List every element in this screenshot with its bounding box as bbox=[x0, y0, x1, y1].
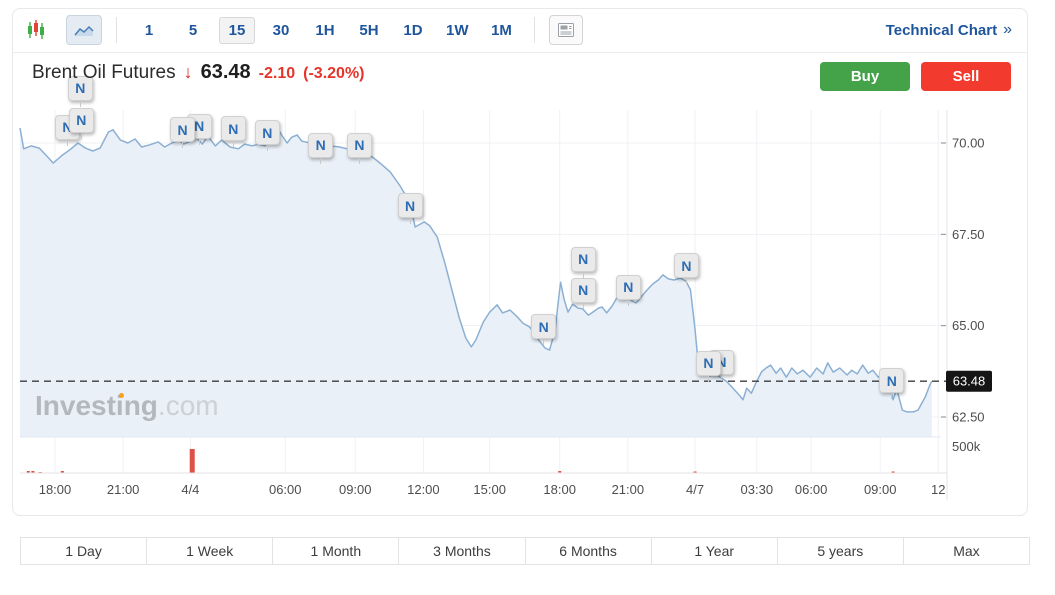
x-axis-label: 21:00 bbox=[107, 482, 140, 497]
news-marker[interactable]: N bbox=[308, 132, 334, 164]
toolbar-divider bbox=[116, 17, 117, 43]
range-button-6-months[interactable]: 6 Months bbox=[525, 538, 652, 564]
interval-button-1w[interactable]: 1W bbox=[446, 21, 469, 39]
range-button-1-day[interactable]: 1 Day bbox=[21, 538, 148, 564]
news-marker[interactable]: N bbox=[220, 116, 246, 148]
x-axis-label: 4/4 bbox=[181, 482, 199, 497]
volume-bar bbox=[693, 471, 697, 473]
price-line-series bbox=[19, 126, 933, 413]
price-down-arrow-icon: ↓ bbox=[183, 62, 193, 82]
interval-button-1[interactable]: 1 bbox=[144, 21, 154, 39]
interval-buttons: 1 5 15 30 1H 5H 1D 1W 1M bbox=[131, 16, 520, 44]
y-axis-label: 67.50 bbox=[952, 227, 985, 242]
interval-button-1d[interactable]: 1D bbox=[403, 21, 423, 39]
candlestick-chart-icon[interactable] bbox=[26, 19, 46, 41]
technical-chart-label: Technical Chart bbox=[885, 21, 998, 39]
news-marker[interactable]: N bbox=[879, 368, 905, 400]
news-marker[interactable]: N bbox=[67, 75, 93, 107]
watermark-suffix: .com bbox=[157, 390, 219, 421]
brand-orange-dot bbox=[119, 393, 124, 398]
news-marker[interactable]: N bbox=[570, 246, 596, 278]
investing-watermark: Investing .com bbox=[35, 390, 219, 422]
news-marker[interactable]: N bbox=[570, 277, 596, 309]
news-on-chart-toggle-icon[interactable] bbox=[548, 15, 583, 45]
trade-buttons: Buy Sell bbox=[820, 62, 1011, 91]
news-marker[interactable]: N bbox=[254, 120, 280, 152]
interval-button-5h[interactable]: 5H bbox=[359, 21, 379, 39]
x-axis-label: 06:00 bbox=[795, 482, 828, 497]
newspaper-glyph bbox=[557, 23, 574, 37]
chart-toolbar: 1 5 15 30 1H 5H 1D 1W 1M Technical Chart » bbox=[12, 8, 1026, 53]
interval-button-1h[interactable]: 1H bbox=[315, 21, 335, 39]
range-button-5-years[interactable]: 5 years bbox=[777, 538, 904, 564]
chevron-right-icon: » bbox=[1003, 21, 1012, 38]
news-marker[interactable]: N bbox=[695, 350, 721, 382]
price-change-percent: (-3.20%) bbox=[303, 65, 365, 82]
buy-button[interactable]: Buy bbox=[820, 62, 910, 91]
volume-bar bbox=[60, 471, 64, 473]
news-marker[interactable]: N bbox=[170, 117, 196, 149]
x-axis-label: 12:00 bbox=[407, 482, 440, 497]
x-axis-label: 06:00 bbox=[269, 482, 302, 497]
instrument-header: Brent Oil Futures ↓ 63.48 -2.10 (-3.20%) bbox=[32, 61, 365, 84]
volume-bar bbox=[31, 471, 35, 473]
range-button-max[interactable]: Max bbox=[903, 538, 1029, 564]
interval-button-30[interactable]: 30 bbox=[272, 21, 290, 39]
volume-axis-label: 500k bbox=[952, 439, 981, 454]
interval-button-5[interactable]: 5 bbox=[188, 21, 198, 39]
news-marker[interactable]: N bbox=[397, 193, 423, 225]
x-axis-label: 09:00 bbox=[864, 482, 897, 497]
last-price-badge-value: 63.48 bbox=[953, 374, 986, 389]
price-change: -2.10 bbox=[258, 65, 296, 82]
y-axis-label: 70.00 bbox=[952, 136, 985, 151]
time-range-buttons: 1 Day 1 Week 1 Month 3 Months 6 Months 1 Year… bbox=[20, 537, 1030, 565]
candlestick-glyph bbox=[28, 20, 44, 39]
watermark-brand: Investing bbox=[35, 390, 158, 421]
news-marker[interactable]: N bbox=[615, 274, 641, 306]
technical-chart-link[interactable]: Technical Chart » bbox=[886, 21, 1012, 39]
volume-bar bbox=[891, 471, 895, 473]
line-chart-icon[interactable] bbox=[66, 15, 102, 45]
x-axis-label: 18:00 bbox=[543, 482, 576, 497]
y-axis-label: 62.50 bbox=[952, 409, 985, 424]
toolbar-divider bbox=[533, 17, 535, 43]
news-marker[interactable]: N bbox=[531, 314, 557, 346]
last-price: 63.48 bbox=[200, 61, 251, 83]
x-axis-label: 21:00 bbox=[612, 482, 645, 497]
instrument-name: Brent Oil Futures bbox=[32, 62, 176, 83]
line-chart-glyph bbox=[74, 25, 94, 36]
x-axis-label: 18:00 bbox=[39, 482, 72, 497]
volume-bar bbox=[558, 471, 562, 473]
range-button-1-year[interactable]: 1 Year bbox=[651, 538, 778, 564]
interval-button-15[interactable]: 15 bbox=[219, 16, 255, 44]
range-button-1-month[interactable]: 1 Month bbox=[273, 538, 400, 564]
x-axis-label: 12 bbox=[931, 482, 945, 497]
y-axis-label: 65.00 bbox=[952, 318, 985, 333]
range-button-3-months[interactable]: 3 Months bbox=[399, 538, 526, 564]
sell-button[interactable]: Sell bbox=[921, 62, 1011, 91]
volume-bar bbox=[189, 449, 195, 473]
volume-bar bbox=[26, 471, 30, 473]
x-axis-label: 03:30 bbox=[741, 482, 774, 497]
interval-button-1m[interactable]: 1M bbox=[491, 21, 512, 39]
x-axis-label: 09:00 bbox=[339, 482, 372, 497]
range-button-1-week[interactable]: 1 Week bbox=[147, 538, 274, 564]
x-axis-label: 4/7 bbox=[686, 482, 704, 497]
area-fill bbox=[20, 126, 932, 438]
news-marker[interactable]: N bbox=[673, 253, 699, 285]
news-marker[interactable]: N bbox=[68, 107, 94, 139]
x-axis-label: 15:00 bbox=[473, 482, 506, 497]
last-price-badge bbox=[946, 370, 992, 392]
news-marker[interactable]: N bbox=[346, 132, 372, 164]
